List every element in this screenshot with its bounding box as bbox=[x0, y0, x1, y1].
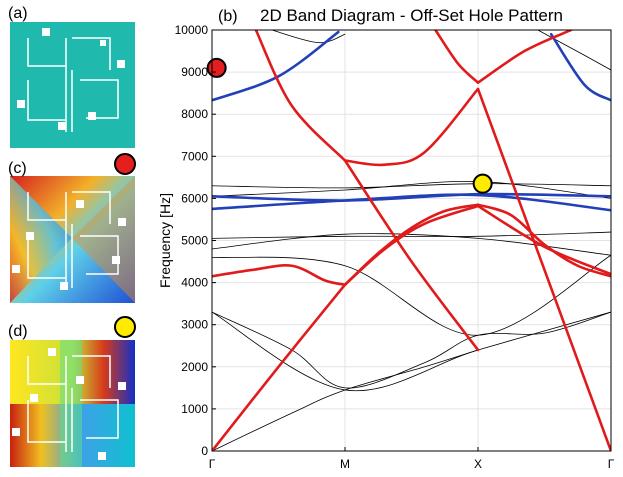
holes-a bbox=[17, 28, 125, 130]
holes-c bbox=[12, 200, 126, 290]
band-lines bbox=[212, 30, 611, 451]
band-black-7 bbox=[212, 183, 611, 189]
band-red-9 bbox=[343, 159, 480, 352]
band-black-6 bbox=[212, 231, 611, 239]
yellow-marker-icon bbox=[472, 173, 493, 194]
y-tick-label: 2000 bbox=[181, 360, 208, 374]
x-tick-label: Γ bbox=[209, 457, 216, 471]
band-black-1 bbox=[212, 311, 611, 392]
y-axis-label: Frequency [Hz] bbox=[157, 193, 173, 288]
y-tick-label: 0 bbox=[201, 444, 208, 458]
pattern-lines-c bbox=[27, 191, 119, 288]
panel-d: (d) bbox=[8, 316, 136, 467]
y-tick-label: 6000 bbox=[181, 191, 208, 205]
panel-c: (c) bbox=[8, 153, 136, 303]
band-black-2 bbox=[212, 349, 479, 451]
band-red-11 bbox=[434, 30, 480, 84]
y-tick-label: 3000 bbox=[181, 318, 208, 332]
y-tick-label: 1000 bbox=[181, 402, 208, 416]
y-axis-ticks: 0 1000 2000 3000 4000 5000 6000 7000 8000 9000 100… bbox=[175, 23, 216, 458]
y-tick-label: 9000 bbox=[181, 65, 208, 79]
grid bbox=[211, 29, 612, 452]
band-blue-2 bbox=[549, 32, 611, 102]
band-black-8 bbox=[212, 180, 611, 199]
pattern-lines-a bbox=[27, 37, 119, 132]
band-blue-1 bbox=[212, 30, 340, 102]
band-red-6 bbox=[476, 204, 611, 276]
y-tick-label: 4000 bbox=[181, 276, 208, 290]
panel-a: (a) bbox=[8, 5, 135, 148]
red-marker-icon bbox=[206, 57, 227, 78]
yellow-marker-icon bbox=[114, 316, 136, 338]
red-marker-icon bbox=[114, 153, 136, 175]
band-red-2 bbox=[343, 203, 480, 287]
mode-shape-c-overlay2 bbox=[72, 176, 135, 303]
pattern-lines-d bbox=[27, 355, 119, 452]
mode-shape-d-band bbox=[60, 340, 82, 467]
band-red-3 bbox=[476, 203, 611, 278]
band-red-7 bbox=[254, 30, 347, 162]
panel-label-a: (a) bbox=[8, 5, 28, 22]
band-black-5 bbox=[212, 233, 611, 256]
x-tick-label: X bbox=[474, 457, 482, 471]
band-red-5 bbox=[343, 204, 480, 287]
y-tick-label: 10000 bbox=[175, 23, 209, 37]
band-black-10 bbox=[537, 30, 611, 71]
x-tick-label: M bbox=[340, 457, 350, 471]
y-tick-label: 8000 bbox=[181, 107, 208, 121]
holes-d bbox=[12, 348, 126, 460]
panel-b: (b) 2D Band Diagram - Off-Set Hole Patte… bbox=[157, 6, 615, 471]
panel-label-b: (b) bbox=[218, 8, 238, 25]
mode-shape-c-overlay bbox=[10, 176, 72, 303]
panel-label-d: (d) bbox=[8, 323, 28, 340]
panel-label-c: (c) bbox=[8, 160, 27, 177]
band-red-1 bbox=[212, 283, 347, 451]
chart-title: 2D Band Diagram - Off-Set Hole Pattern bbox=[260, 6, 563, 25]
y-tick-label: 7000 bbox=[181, 149, 208, 163]
band-red-10 bbox=[476, 87, 611, 451]
x-tick-label: Γ bbox=[608, 457, 615, 471]
y-tick-label: 5000 bbox=[181, 234, 208, 248]
band-red-12 bbox=[476, 30, 573, 84]
mode-markers bbox=[206, 57, 493, 194]
band-red-8 bbox=[343, 87, 480, 167]
band-red-4 bbox=[212, 264, 347, 287]
band-blue-4 bbox=[212, 193, 611, 212]
band-black-9 bbox=[271, 30, 346, 44]
